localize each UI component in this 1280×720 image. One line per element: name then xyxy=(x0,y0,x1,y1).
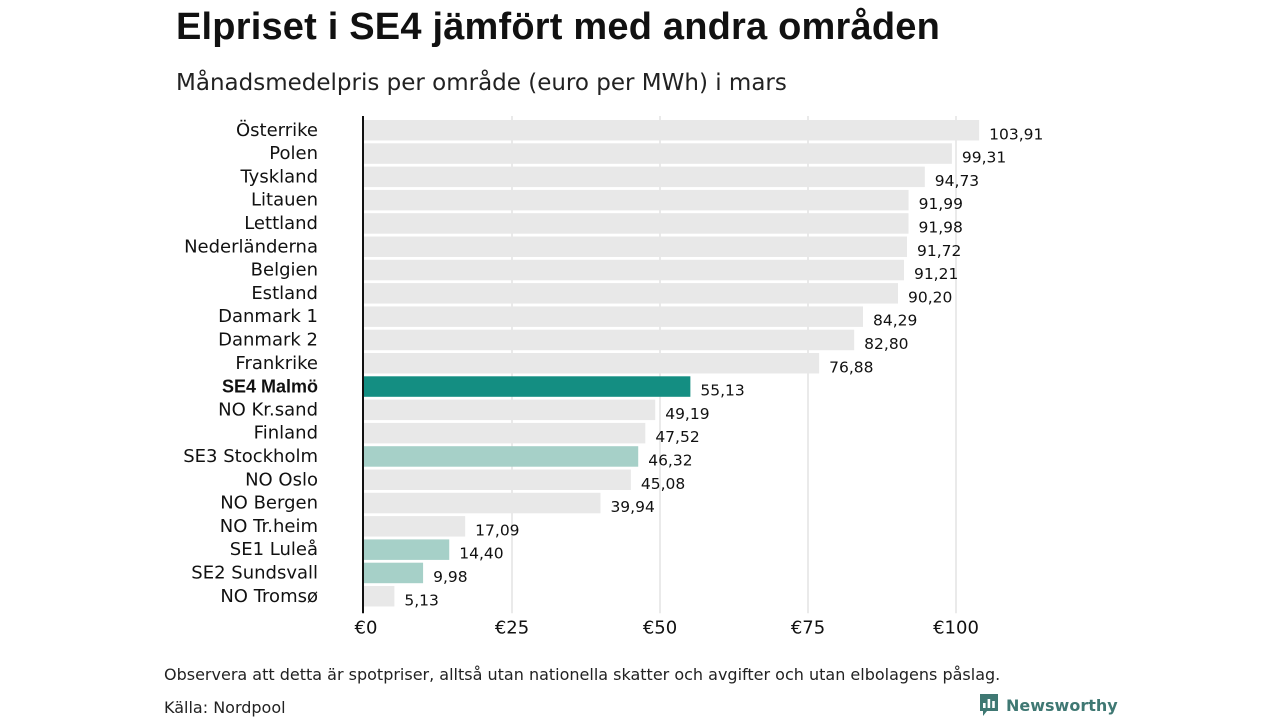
category-label-11: SE4 Malmö xyxy=(222,377,318,397)
value-label-15: 45,08 xyxy=(641,475,685,493)
x-axis-ticks: €0 €25 €50 €75 €100 xyxy=(355,618,979,639)
category-label-13: Finland xyxy=(254,423,318,444)
category-label-19: SE2 Sundsvall xyxy=(191,562,318,583)
category-label-18: SE1 Luleå xyxy=(230,539,318,560)
category-label-15: NO Oslo xyxy=(245,469,318,490)
chart-title: Elpriset i SE4 jämfört med andra områden xyxy=(176,6,940,48)
category-label-9: Danmark 2 xyxy=(218,329,318,350)
category-label-20: NO Tromsø xyxy=(220,586,318,607)
x-tick-label-25: €25 xyxy=(495,618,529,639)
bar-0 xyxy=(364,120,980,141)
brand-logo: Newsworthy xyxy=(978,693,1118,717)
bar-16 xyxy=(364,492,601,514)
value-label-7: 90,20 xyxy=(908,288,952,306)
category-label-16: NO Bergen xyxy=(220,493,318,514)
value-label-20: 5,13 xyxy=(404,591,439,609)
bar-14 xyxy=(364,446,639,467)
category-label-4: Lettland xyxy=(244,213,318,234)
bar-9 xyxy=(364,329,855,351)
value-label-9: 82,80 xyxy=(864,335,908,353)
value-label-14: 46,32 xyxy=(648,451,692,469)
value-label-11: 55,13 xyxy=(700,382,744,400)
bar-13 xyxy=(364,422,646,444)
value-label-13: 47,52 xyxy=(655,428,699,446)
value-label-6: 91,21 xyxy=(914,265,958,283)
bar-2 xyxy=(364,166,925,188)
source-note: Källa: Nordpool xyxy=(164,698,286,717)
bar-10 xyxy=(364,353,820,374)
x-tick-label-0: €0 xyxy=(355,618,378,639)
value-label-5: 91,72 xyxy=(917,242,961,260)
value-labels: 103,91 99,31 94,73 91,99 91,98 91,72 91,21 90,2… xyxy=(404,125,1043,609)
x-tick-label-100: €100 xyxy=(933,618,979,639)
bar-19 xyxy=(364,562,424,584)
category-label-2: Tyskland xyxy=(239,166,318,187)
x-tick-label-75: €75 xyxy=(791,618,825,639)
value-label-3: 91,99 xyxy=(919,195,963,213)
category-label-0: Österrike xyxy=(236,119,318,141)
brand-name: Newsworthy xyxy=(1006,695,1118,715)
bar-6 xyxy=(364,259,904,281)
bar-12 xyxy=(364,399,656,421)
bar-11 xyxy=(364,376,691,397)
category-label-14: SE3 Stockholm xyxy=(183,446,318,467)
value-label-1: 99,31 xyxy=(962,149,1006,167)
bar-7 xyxy=(364,283,898,304)
value-label-17: 17,09 xyxy=(475,521,519,539)
bar-17 xyxy=(364,516,466,537)
category-label-17: NO Tr.heim xyxy=(220,516,318,537)
value-label-4: 91,98 xyxy=(919,218,963,236)
value-label-2: 94,73 xyxy=(935,172,979,190)
value-label-0: 103,91 xyxy=(989,125,1043,143)
footnote: Observera att detta är spotpriser, allts… xyxy=(164,665,1001,684)
category-label-3: Litauen xyxy=(251,190,318,211)
value-label-8: 84,29 xyxy=(873,312,917,330)
bar-3 xyxy=(364,189,909,211)
value-label-12: 49,19 xyxy=(665,405,709,423)
category-label-12: NO Kr.sand xyxy=(218,399,318,420)
value-label-16: 39,94 xyxy=(610,498,654,516)
value-label-10: 76,88 xyxy=(829,358,873,376)
bar-20 xyxy=(364,586,395,607)
category-label-1: Polen xyxy=(269,143,318,164)
bar-4 xyxy=(364,213,909,234)
category-label-10: Frankrike xyxy=(235,353,318,374)
value-label-19: 9,98 xyxy=(433,568,468,586)
category-label-8: Danmark 1 xyxy=(218,306,318,327)
x-tick-label-50: €50 xyxy=(643,618,677,639)
chart-subtitle: Månadsmedelpris per område (euro per MWh… xyxy=(176,70,787,96)
bar-8 xyxy=(364,306,863,327)
value-label-18: 14,40 xyxy=(459,545,503,563)
bar-18 xyxy=(364,539,450,560)
bar-1 xyxy=(364,143,952,164)
bars xyxy=(364,120,980,607)
bar-15 xyxy=(364,469,631,490)
category-label-6: Belgien xyxy=(251,260,318,281)
category-label-5: Nederländerna xyxy=(184,236,318,257)
category-label-7: Estland xyxy=(251,283,318,304)
bar-5 xyxy=(364,236,907,257)
newsworthy-logo-icon xyxy=(980,694,998,716)
